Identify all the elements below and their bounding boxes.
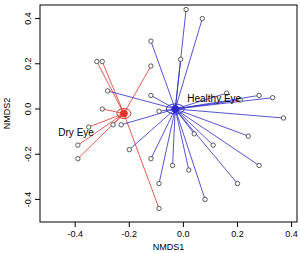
spoke <box>159 109 175 184</box>
point <box>187 168 191 172</box>
y-tick <box>35 199 40 200</box>
plot-area <box>76 7 286 210</box>
spoke <box>124 66 151 113</box>
spoke <box>175 109 205 199</box>
point <box>192 132 196 136</box>
point <box>178 57 182 61</box>
point <box>119 123 123 127</box>
point <box>200 16 204 20</box>
y-tick <box>35 63 40 64</box>
point <box>105 89 109 93</box>
point <box>184 7 188 11</box>
y-tick <box>35 154 40 155</box>
background <box>0 0 300 253</box>
point <box>149 157 153 161</box>
point <box>281 116 285 120</box>
spoke <box>97 62 124 114</box>
group-label: Dry Eye <box>58 127 94 138</box>
x-tick-label: -0.4 <box>67 229 83 239</box>
plot-frame <box>40 5 297 222</box>
y-tick-label: -0.2 <box>23 146 33 162</box>
point <box>76 157 80 161</box>
centroid-ellipse <box>117 109 131 119</box>
point <box>246 134 250 138</box>
x-tick-label: -0.2 <box>122 229 138 239</box>
centroid-ellipse <box>166 104 184 114</box>
centroid <box>172 105 179 112</box>
x-tick <box>75 222 76 227</box>
point <box>149 93 153 97</box>
point <box>257 163 261 167</box>
x-tick <box>291 222 292 227</box>
spoke <box>175 109 237 184</box>
point <box>76 143 80 147</box>
point <box>127 147 131 151</box>
spoke <box>108 91 176 109</box>
point <box>95 59 99 63</box>
x-tick <box>129 222 130 227</box>
point <box>149 64 153 68</box>
y-tick-label: 0.0 <box>23 103 33 116</box>
x-tick <box>183 222 184 227</box>
spoke <box>175 10 186 109</box>
spoke <box>151 41 175 109</box>
group-label: Healthy Eye <box>187 93 241 104</box>
point <box>100 59 104 63</box>
chart-container: -0.4 -0.2 0.0 0.2 0.4 -0.4 -0.2 0.0 0.2 0.4 NMDS1 N… <box>0 0 300 253</box>
y-axis-title: NMDS2 <box>2 98 12 130</box>
point <box>170 163 174 167</box>
y-tick <box>35 108 40 109</box>
point <box>270 95 274 99</box>
spoke <box>175 59 180 109</box>
point <box>157 181 161 185</box>
y-tick <box>35 18 40 19</box>
point <box>100 107 104 111</box>
point <box>257 93 261 97</box>
point <box>235 181 239 185</box>
y-tick-label: -0.4 <box>23 192 33 208</box>
x-tick-label: 0.2 <box>231 229 244 239</box>
y-tick-label: 0.2 <box>23 58 33 71</box>
spoke <box>175 109 259 166</box>
point <box>211 143 215 147</box>
spoke <box>102 62 124 114</box>
spoke <box>173 109 176 166</box>
point <box>149 39 153 43</box>
point <box>111 123 115 127</box>
x-tick-label: 0.0 <box>177 229 190 239</box>
point <box>203 197 207 201</box>
x-tick <box>237 222 238 227</box>
spoke <box>175 109 283 118</box>
centroid <box>120 110 127 117</box>
spoke <box>151 95 175 109</box>
chart-svg: -0.4 -0.2 0.0 0.2 0.4 -0.4 -0.2 0.0 0.2 0.4 NMDS1 N… <box>0 0 300 253</box>
x-axis-title: NMDS1 <box>153 242 185 252</box>
y-tick-label: 0.4 <box>23 12 33 25</box>
point <box>157 109 161 113</box>
x-tick-label: 0.4 <box>285 229 298 239</box>
spoke <box>89 114 124 128</box>
point <box>157 206 161 210</box>
spoke <box>151 109 175 159</box>
spoke <box>175 109 189 170</box>
spoke <box>129 109 175 150</box>
